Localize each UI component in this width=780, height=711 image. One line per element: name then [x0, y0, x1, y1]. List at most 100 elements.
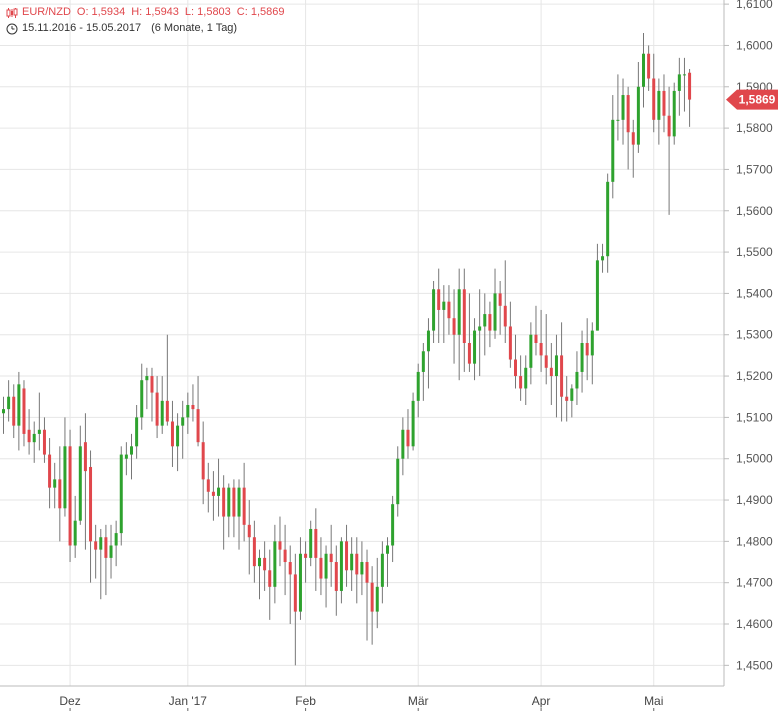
y-tick-label: 1,4600: [736, 617, 773, 631]
symbol-label: EUR/NZD: [22, 6, 71, 18]
y-tick-label: 1,4500: [736, 658, 773, 672]
candle-down: [626, 95, 630, 133]
candle-up: [99, 537, 103, 550]
candle-up: [401, 429, 405, 459]
candle-down: [83, 442, 87, 472]
candle-down: [206, 479, 210, 492]
candle-up: [411, 400, 415, 447]
candle-up: [483, 314, 487, 327]
y-tick-label: 1,4800: [736, 534, 773, 548]
candle-down: [437, 289, 441, 310]
candle-down: [222, 487, 226, 517]
period-row: 15.11.2016 - 15.05.2017 (6 Monate, 1 Tag…: [6, 21, 291, 36]
date-range: 15.11.2016 - 15.05.2017: [22, 22, 142, 34]
candle-up: [575, 371, 579, 389]
candle-down: [462, 289, 466, 343]
candle-up: [657, 90, 661, 120]
candle-up: [258, 557, 261, 567]
candle-down: [252, 537, 256, 567]
candle-up: [140, 380, 144, 418]
candle-up: [186, 404, 190, 418]
clock-icon: [6, 23, 18, 34]
candle-down: [534, 334, 538, 343]
candle-up: [672, 90, 676, 137]
candlestick-icon: [6, 7, 18, 18]
candle-up: [442, 301, 446, 310]
candle-down: [263, 557, 267, 571]
candle-up: [473, 330, 477, 364]
candle-up: [227, 487, 231, 517]
candle-down: [514, 359, 517, 377]
candle-down: [247, 524, 251, 538]
candle-up: [375, 586, 379, 612]
candle-down: [334, 562, 338, 591]
candle-down: [283, 549, 287, 563]
candle-up: [273, 541, 277, 587]
candle-up: [360, 562, 364, 575]
candle-down: [12, 396, 16, 426]
y-tick-label: 1,5800: [736, 121, 773, 135]
candle-up: [416, 371, 420, 401]
candle-up: [682, 74, 686, 76]
candle-down: [488, 314, 492, 331]
candle-down: [652, 78, 656, 120]
candle-down: [150, 376, 154, 393]
candle-down: [498, 293, 502, 306]
candle-down: [268, 570, 272, 587]
candle-down: [503, 305, 507, 327]
y-tick-label: 1,5300: [736, 328, 773, 342]
candle-up: [426, 330, 430, 352]
candle-up: [606, 181, 610, 257]
candle-up: [63, 446, 67, 509]
high-value: H: 1,5943: [131, 6, 179, 18]
candle-up: [677, 74, 681, 91]
candle-up: [124, 454, 128, 459]
candle-down: [89, 466, 93, 542]
candle-down: [165, 400, 169, 422]
candle-down: [278, 541, 282, 550]
candle-up: [324, 553, 328, 579]
candle-up: [145, 376, 149, 381]
y-tick-label: 1,5400: [736, 286, 773, 300]
candle-down: [304, 553, 308, 558]
y-tick-label: 1,5500: [736, 245, 773, 259]
candle-down: [519, 376, 523, 389]
candle-up: [457, 289, 461, 335]
chart-header: EUR/NZD O: 1,5934 H: 1,5943 L: 1,5803 C:…: [6, 5, 291, 36]
x-tick-label: Mai: [644, 694, 663, 708]
candle-up: [119, 454, 123, 534]
x-tick-label: Feb: [295, 694, 316, 708]
candles: [2, 33, 692, 666]
candle-down: [293, 574, 297, 612]
candle-up: [237, 487, 241, 517]
candle-up: [32, 433, 36, 443]
candle-down: [58, 479, 62, 509]
candle-up: [130, 446, 133, 455]
candle-down: [631, 132, 635, 145]
candle-down: [539, 343, 543, 356]
candle-down: [406, 429, 410, 447]
candle-up: [109, 545, 113, 558]
candle-up: [601, 256, 605, 261]
candle-down: [68, 446, 72, 546]
close-value: C: 1,5869: [236, 6, 285, 18]
candle-up: [524, 367, 528, 389]
candle-up: [493, 293, 497, 331]
candle-up: [616, 119, 620, 121]
candle-down: [508, 326, 512, 360]
candle-up: [53, 479, 57, 488]
candle-down: [365, 562, 369, 583]
candle-down: [565, 396, 569, 401]
candle-up: [636, 86, 640, 145]
candle-down: [662, 90, 666, 116]
candle-up: [2, 409, 5, 414]
x-tick-label: Mär: [408, 694, 429, 708]
candle-down: [155, 392, 159, 426]
candle-up: [386, 545, 389, 554]
candle-down: [48, 454, 52, 488]
period-label: (6 Monate, 1 Tag): [151, 22, 238, 34]
candle-down: [170, 421, 174, 447]
low-value: L: 1,5803: [184, 6, 231, 18]
y-tick-label: 1,5600: [736, 204, 773, 218]
